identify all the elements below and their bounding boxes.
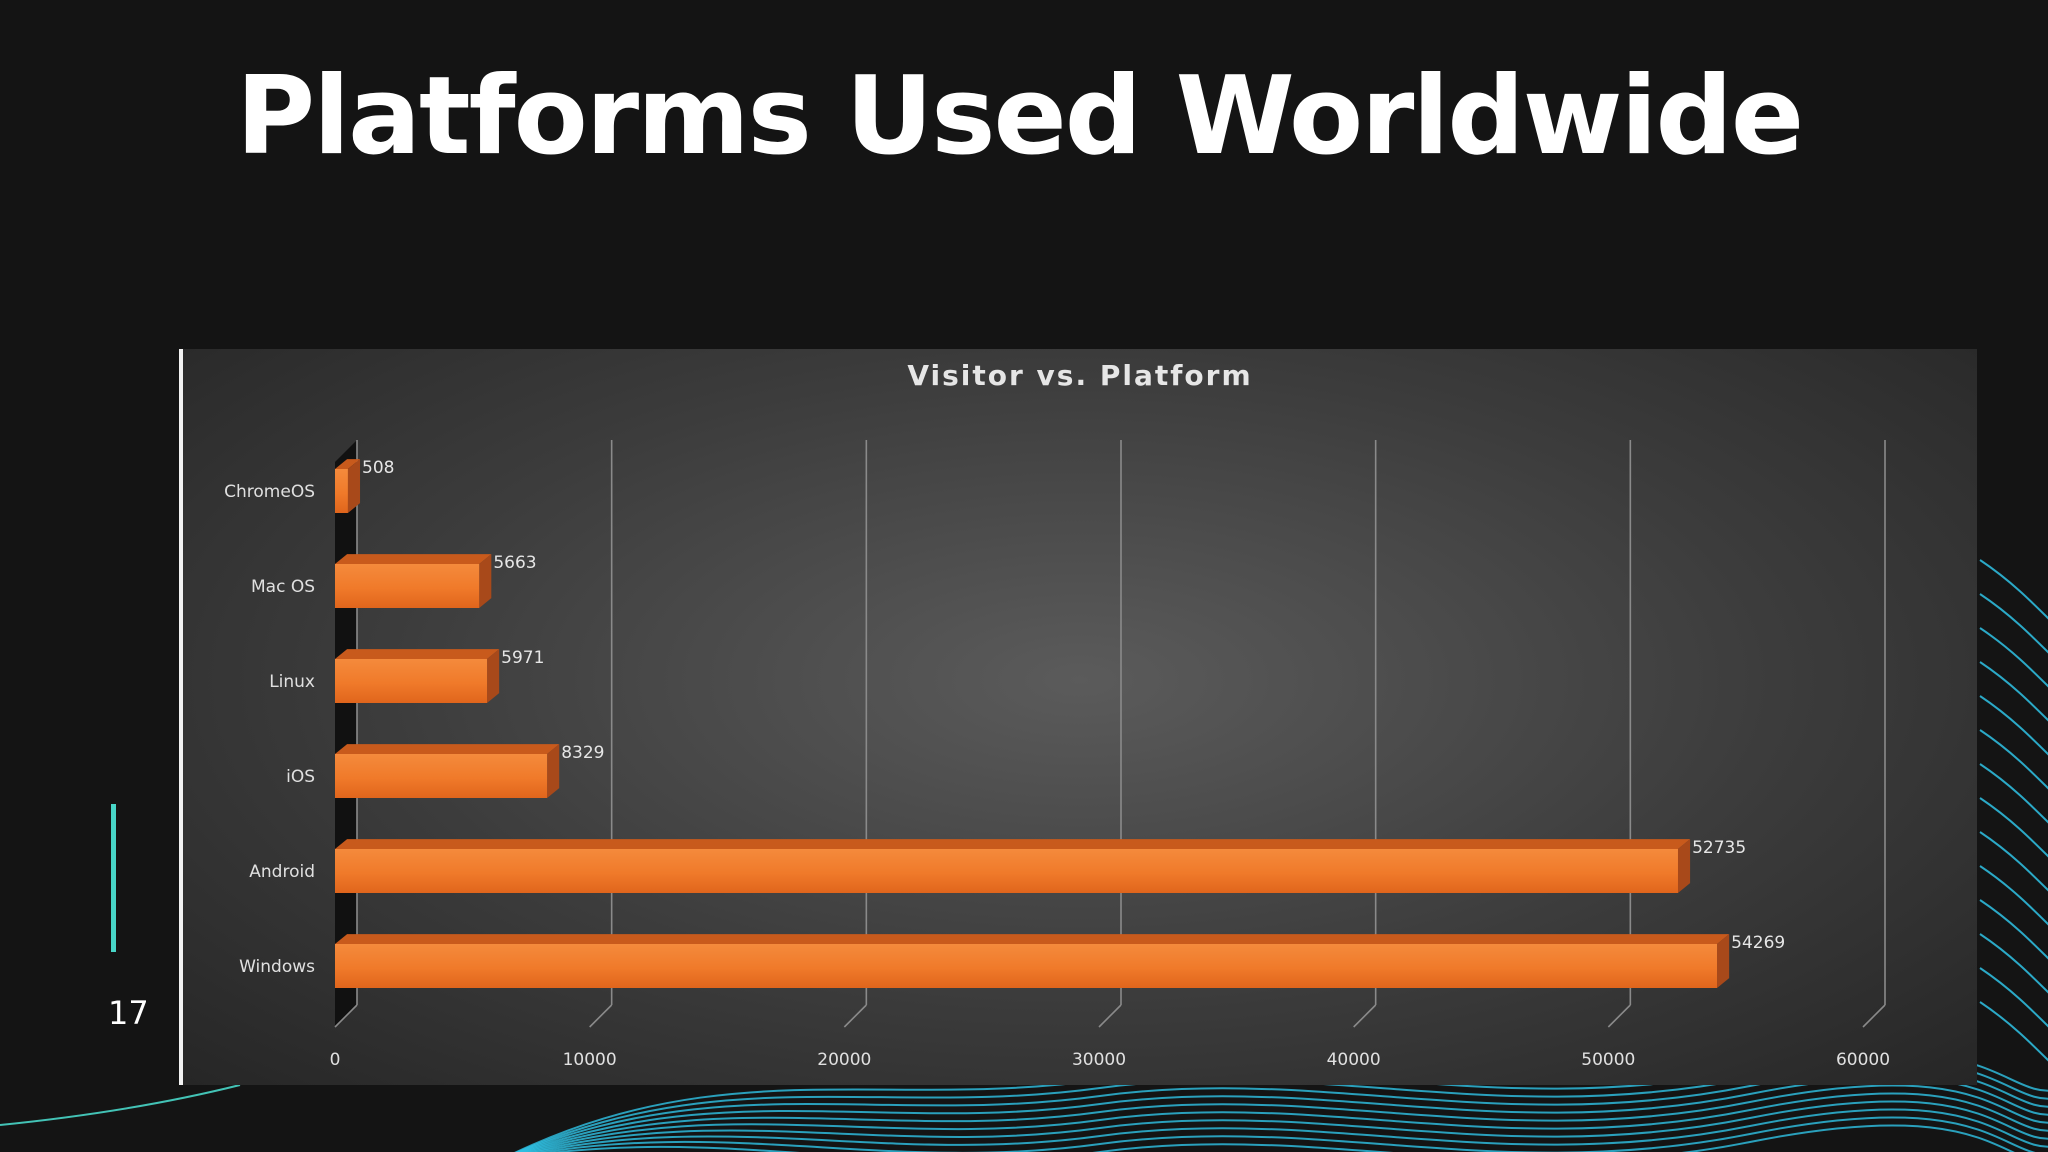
bar xyxy=(335,469,348,513)
bar xyxy=(335,849,1678,893)
wave-line xyxy=(1979,1001,2048,1062)
x-tick-label: 0 xyxy=(330,1050,341,1070)
wave-line xyxy=(1979,933,2048,994)
data-label: 5971 xyxy=(501,648,544,668)
wave-line xyxy=(1979,899,2048,960)
gridline-floor xyxy=(589,1004,613,1028)
x-tick-label: 40000 xyxy=(1327,1050,1381,1070)
wave-line xyxy=(1979,831,2048,892)
y-category-label: Android xyxy=(249,862,315,882)
gridline-floor xyxy=(1353,1004,1377,1028)
data-label: 5663 xyxy=(493,553,536,573)
bar-top xyxy=(335,744,560,754)
bar-side xyxy=(1677,839,1691,893)
data-label: 52735 xyxy=(1692,838,1746,858)
divider-line xyxy=(179,349,183,1085)
bar xyxy=(335,564,480,608)
wave-line xyxy=(520,1084,2048,1152)
bar-side xyxy=(1717,934,1730,988)
data-label: 508 xyxy=(362,458,394,478)
y-category-label: ChromeOS xyxy=(224,482,315,502)
bar-side xyxy=(347,459,361,513)
bar-top xyxy=(335,839,1691,849)
wave-line xyxy=(526,1100,2048,1152)
x-tick-label: 30000 xyxy=(1072,1050,1126,1070)
bar-top xyxy=(335,649,500,659)
wave-line xyxy=(1979,967,2048,1028)
wave-line xyxy=(1979,627,2048,688)
bar-side xyxy=(547,744,560,798)
bar xyxy=(335,659,488,703)
bar-side xyxy=(479,554,492,608)
wave-line xyxy=(538,1116,2036,1152)
y-category-label: Linux xyxy=(269,672,315,692)
bar-top xyxy=(335,554,492,564)
wave-line xyxy=(1979,729,2048,790)
wave-line xyxy=(0,1084,241,1126)
y-category-label: Mac OS xyxy=(251,577,315,597)
slide-title: Platforms Used Worldwide xyxy=(236,54,1804,179)
bar-chart: Visitor vs. Platform 0 10000 20000 30000 4000… xyxy=(224,359,1890,1070)
slide-number: 17 xyxy=(108,994,149,1032)
wave-line xyxy=(1979,797,2048,858)
accent-bar xyxy=(111,804,116,952)
wave-line xyxy=(1979,865,2048,926)
y-category-label: Windows xyxy=(239,957,315,977)
chart-panel: Visitor vs. Platform 0 10000 20000 30000 4000… xyxy=(183,349,1977,1085)
gridline-floor xyxy=(843,1004,867,1028)
wave-line xyxy=(531,1108,2048,1152)
y-category-label: iOS xyxy=(286,767,315,787)
wave-line xyxy=(1979,695,2048,756)
wave-line xyxy=(1979,559,2048,620)
wave-line xyxy=(1979,763,2048,824)
data-label: 54269 xyxy=(1731,933,1785,953)
wave-line xyxy=(1979,661,2048,722)
bar-top xyxy=(335,459,361,469)
wave-line xyxy=(1979,593,2048,654)
x-tick-label: 50000 xyxy=(1581,1050,1635,1070)
gridline-floor xyxy=(1098,1004,1122,1028)
x-tick-label: 10000 xyxy=(563,1050,617,1070)
x-tick-label: 60000 xyxy=(1836,1050,1890,1070)
gridline-floor xyxy=(1862,1004,1886,1028)
bar xyxy=(335,754,548,798)
bar-side xyxy=(487,649,500,703)
bar xyxy=(335,944,1718,988)
gridline-floor xyxy=(334,1004,358,1028)
gridline-floor xyxy=(1607,1004,1631,1028)
wave-line xyxy=(523,1092,2048,1152)
data-label: 8329 xyxy=(561,743,604,763)
x-tick-label: 20000 xyxy=(817,1050,871,1070)
chart-title: Visitor vs. Platform xyxy=(907,359,1252,392)
bar-top xyxy=(335,934,1730,944)
